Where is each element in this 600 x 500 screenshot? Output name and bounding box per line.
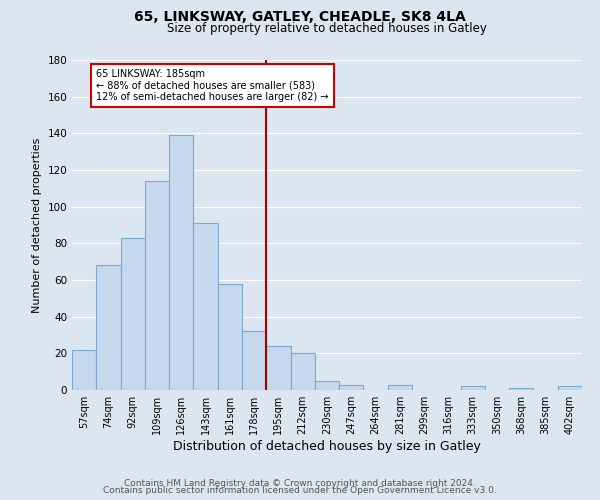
Bar <box>290 354 315 390</box>
Bar <box>121 238 145 390</box>
Text: Contains HM Land Registry data © Crown copyright and database right 2024.: Contains HM Land Registry data © Crown c… <box>124 478 476 488</box>
Bar <box>145 181 169 390</box>
Bar <box>169 135 193 390</box>
Bar <box>558 386 582 390</box>
Bar <box>72 350 96 390</box>
Bar <box>218 284 242 390</box>
Bar <box>266 346 290 390</box>
Bar <box>242 332 266 390</box>
Bar <box>509 388 533 390</box>
Title: Size of property relative to detached houses in Gatley: Size of property relative to detached ho… <box>167 22 487 35</box>
Bar <box>193 223 218 390</box>
Y-axis label: Number of detached properties: Number of detached properties <box>32 138 42 312</box>
Bar <box>339 384 364 390</box>
X-axis label: Distribution of detached houses by size in Gatley: Distribution of detached houses by size … <box>173 440 481 453</box>
Bar <box>461 386 485 390</box>
Bar <box>96 266 121 390</box>
Bar <box>315 381 339 390</box>
Text: 65 LINKSWAY: 185sqm
← 88% of detached houses are smaller (583)
12% of semi-detac: 65 LINKSWAY: 185sqm ← 88% of detached ho… <box>96 69 329 102</box>
Text: 65, LINKSWAY, GATLEY, CHEADLE, SK8 4LA: 65, LINKSWAY, GATLEY, CHEADLE, SK8 4LA <box>134 10 466 24</box>
Bar <box>388 384 412 390</box>
Text: Contains public sector information licensed under the Open Government Licence v3: Contains public sector information licen… <box>103 486 497 495</box>
